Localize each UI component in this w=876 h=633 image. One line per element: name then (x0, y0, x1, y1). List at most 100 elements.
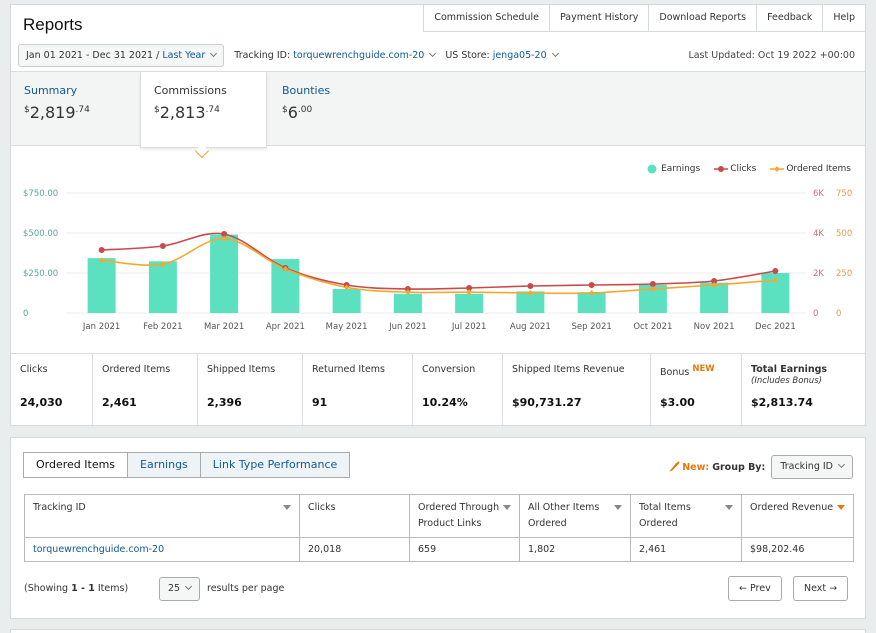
ordered-items-table: Tracking ID Clicks Ordered Through Produ… (24, 494, 854, 562)
column-header-tracking-id[interactable]: Tracking ID (24, 494, 300, 538)
new-badge: NEW (692, 364, 715, 374)
ordered-items-point (588, 290, 595, 296)
tracking-id-filter[interactable]: Tracking ID: torquewrenchguide.com-20 (234, 49, 437, 61)
column-header-other-items[interactable]: All Other Items Ordered (519, 494, 631, 538)
prev-button[interactable]: ← Prev (728, 576, 782, 601)
column-header-ordered-revenue[interactable]: Ordered Revenue (741, 494, 854, 538)
y-right2-tick-label: 250 (836, 269, 852, 279)
y-right-tick-label: 2K (813, 269, 824, 279)
cell-total-items: 2,461 (630, 537, 742, 562)
group-by: New: Group By: Tracking ID (668, 455, 853, 479)
metric-clicks: Clicks 24,030 (11, 354, 93, 427)
clicks-point (98, 247, 105, 253)
tab-summary[interactable]: Summary $2,819.74 (11, 72, 139, 147)
legend-clicks[interactable]: Clicks (714, 164, 756, 174)
metric-shipped-revenue: Shipped Items Revenue $90,731.27 (503, 354, 651, 427)
ordered-items-point (221, 235, 227, 242)
sort-icon (283, 505, 291, 510)
clicks-point (159, 243, 166, 249)
tab-summary-label: Summary (24, 84, 78, 97)
x-tick-label: Jun 2021 (388, 322, 427, 332)
metric-conversion: Conversion 10.24% (413, 354, 503, 427)
feedback-button[interactable]: Feedback (756, 4, 824, 32)
clicks-point (404, 286, 411, 292)
tracking-id-link[interactable]: torquewrenchguide.com-20 (33, 544, 165, 555)
per-page-select[interactable]: 25 (159, 577, 201, 601)
x-tick-label: Apr 2021 (266, 322, 305, 332)
chevron-down-icon (185, 582, 193, 591)
clicks-point (588, 282, 595, 288)
clicks-point (466, 285, 473, 291)
clicks-point (711, 278, 718, 284)
ordered-items-point (282, 266, 289, 272)
earnings-bar (516, 291, 545, 313)
tab-ordered-items[interactable]: Ordered Items (23, 452, 129, 478)
ordered-items-point (160, 261, 166, 268)
report-table-panel: Ordered Items Earnings Link Type Perform… (10, 437, 866, 619)
earnings-bar (455, 293, 484, 313)
tab-commissions-value: $2,813.74 (154, 103, 220, 122)
group-by-select[interactable]: Tracking ID (771, 455, 853, 479)
cell-clicks: 20,018 (299, 537, 410, 562)
ordered-items-point (98, 257, 105, 264)
legend-ordered-items[interactable]: Ordered Items (770, 164, 851, 174)
earnings-bar (577, 292, 606, 313)
next-panel-edge (10, 629, 866, 633)
y-right2-tick-label: 500 (836, 229, 852, 239)
column-header-ordered-through-links[interactable]: Ordered Through Product Links (409, 494, 520, 538)
sort-icon (614, 505, 622, 510)
tab-bounties[interactable]: Bounties $6.00 (269, 72, 389, 147)
help-button[interactable]: Help (822, 4, 866, 32)
ordered-items-point (711, 282, 717, 288)
y-left-tick-label: 0 (23, 309, 28, 319)
reports-panel: Reports Commission Schedule Payment Hist… (10, 4, 866, 427)
y-right-tick-label: 0 (813, 309, 818, 319)
payment-history-button[interactable]: Payment History (548, 4, 650, 32)
tab-commissions-label: Commissions (154, 84, 227, 97)
x-tick-label: Feb 2021 (143, 322, 182, 332)
earnings-bar (332, 289, 361, 313)
clicks-point (527, 283, 534, 289)
tab-bounties-value: $6.00 (282, 103, 313, 122)
tracking-id-value: torquewrenchguide.com-20 (293, 49, 425, 61)
sort-icon (503, 505, 511, 510)
page-title: Reports (23, 15, 83, 34)
cell-tracking-id[interactable]: torquewrenchguide.com-20 (24, 537, 300, 562)
last-updated: Last Updated: Oct 19 2022 +00:00 (688, 49, 855, 61)
store-filter[interactable]: US Store: jenga05-20 (445, 49, 559, 61)
tab-link-type-performance[interactable]: Link Type Performance (199, 452, 351, 478)
chevron-down-icon (837, 460, 846, 469)
earnings-bar (148, 261, 177, 313)
date-range-dropdown[interactable]: Jan 01 2021 - Dec 31 2021 / Last Year (18, 43, 225, 67)
commission-schedule-button[interactable]: Commission Schedule (423, 4, 550, 32)
store-value: jenga05-20 (492, 49, 547, 61)
legend-earnings[interactable]: Earnings (647, 164, 700, 174)
group-by-label: Group By: (712, 461, 766, 473)
date-range-text: Jan 01 2021 - Dec 31 2021 / (26, 49, 163, 61)
metric-shipped-items: Shipped Items 2,396 (198, 354, 303, 427)
cell-ordered-through: 659 (409, 537, 520, 562)
earnings-bar (210, 234, 239, 313)
y-right2-tick-label: 0 (836, 309, 841, 319)
column-header-clicks[interactable]: Clicks (299, 494, 410, 538)
y-left-tick-label: $750.00 (23, 189, 58, 199)
showing-count: (Showing 1 - 1 Items) (24, 583, 129, 594)
next-button[interactable]: Next → (793, 576, 849, 601)
tab-earnings[interactable]: Earnings (127, 452, 201, 478)
x-tick-label: Nov 2021 (694, 322, 735, 332)
column-header-total-items[interactable]: Total Items Ordered (630, 494, 742, 538)
x-tick-label: Sep 2021 (571, 322, 611, 332)
tab-bounties-label: Bounties (282, 84, 331, 97)
earnings-chart: $750.00 6K 750 $500.00 4K 500 $250.00 2K 250 0 0 0 J… (23, 189, 852, 332)
earnings-swatch-icon (647, 164, 657, 174)
y-left-tick-label: $500.00 (23, 229, 58, 239)
rocket-icon (669, 461, 680, 472)
chart-legend: Earnings Clicks Ordered Items (633, 164, 851, 174)
tab-commissions[interactable]: Commissions $2,813.74 (140, 72, 267, 148)
y-right2-tick-label: 750 (836, 189, 852, 199)
earnings-bar (393, 293, 422, 313)
x-tick-label: Mar 2021 (204, 322, 244, 332)
download-reports-button[interactable]: Download Reports (648, 4, 758, 32)
x-tick-label: May 2021 (326, 322, 368, 332)
store-label: US Store: (445, 49, 493, 61)
